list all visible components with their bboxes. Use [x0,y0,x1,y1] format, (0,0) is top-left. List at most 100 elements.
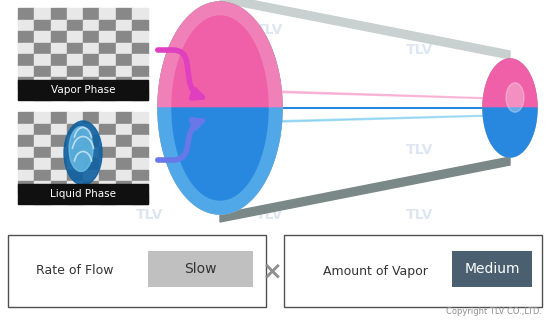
Bar [34,112,51,124]
Bar [132,193,148,204]
Bar [18,147,34,158]
Bar [34,124,51,135]
Bar [99,20,116,31]
Bar [67,54,83,66]
Bar [132,43,148,54]
Bar [83,8,99,20]
Bar [18,8,34,20]
Bar [99,158,116,170]
Bar [51,77,67,89]
Bar [83,181,99,193]
Bar [132,8,148,20]
Bar [83,135,99,147]
Bar [99,89,116,100]
Bar [51,112,67,124]
Bar [67,158,83,170]
Bar [18,193,34,204]
Bar [99,31,116,43]
Bar [99,170,116,181]
Bar [51,89,67,100]
Text: ×: × [261,259,283,283]
Bar [34,20,51,31]
Polygon shape [220,0,510,59]
Bar [51,193,67,204]
Bar [116,170,132,181]
Bar [18,43,34,54]
Bar [18,112,34,124]
Bar [67,112,83,124]
Ellipse shape [506,83,524,112]
Bar [34,66,51,77]
Bar [99,181,116,193]
Bar [67,193,83,204]
Bar [116,54,132,66]
Bar [83,193,99,204]
Bar [284,235,542,307]
Ellipse shape [69,126,93,172]
Polygon shape [172,16,530,108]
Bar [132,124,148,135]
Bar [83,112,99,124]
Bar [83,170,99,181]
Bar [51,181,67,193]
Polygon shape [158,108,282,214]
Bar [18,54,34,66]
Bar [116,20,132,31]
Bar [67,89,83,100]
Bar [18,66,34,77]
Text: TLV: TLV [406,43,434,57]
Polygon shape [191,68,522,123]
Bar [8,235,266,307]
Bar [34,43,51,54]
Bar [51,20,67,31]
Text: Liquid Phase: Liquid Phase [50,189,116,199]
Bar [67,8,83,20]
Polygon shape [158,2,537,108]
Bar [116,66,132,77]
Bar [67,170,83,181]
Bar [83,89,99,100]
Bar [34,54,51,66]
Bar [83,31,99,43]
Polygon shape [172,108,530,200]
Bar [83,147,99,158]
Bar [34,8,51,20]
Bar [18,181,34,193]
Text: TLV: TLV [136,208,164,222]
Bar [83,20,99,31]
Bar [132,135,148,147]
Bar [83,77,99,89]
Bar [51,8,67,20]
Bar [34,31,51,43]
Bar [67,77,83,89]
Bar [116,135,132,147]
Bar [34,170,51,181]
Text: TLV: TLV [256,133,284,147]
Bar [132,66,148,77]
Text: TLV: TLV [256,208,284,222]
Bar [116,181,132,193]
Text: Vapor Phase: Vapor Phase [51,85,116,95]
Bar [116,158,132,170]
Polygon shape [483,59,537,108]
Bar [18,89,34,100]
Polygon shape [172,16,268,108]
Bar [132,77,148,89]
Bar [51,158,67,170]
Bar [34,193,51,204]
Bar [18,158,34,170]
Bar [67,124,83,135]
Ellipse shape [64,121,102,185]
Bar [132,112,148,124]
Bar [148,251,253,287]
Bar [67,31,83,43]
Bar [116,193,132,204]
Bar [67,66,83,77]
Text: TLV: TLV [67,153,94,167]
Text: TLV: TLV [406,208,434,222]
Text: TLV: TLV [406,143,434,157]
Bar [67,181,83,193]
Bar [34,158,51,170]
Bar [116,112,132,124]
Bar [132,31,148,43]
